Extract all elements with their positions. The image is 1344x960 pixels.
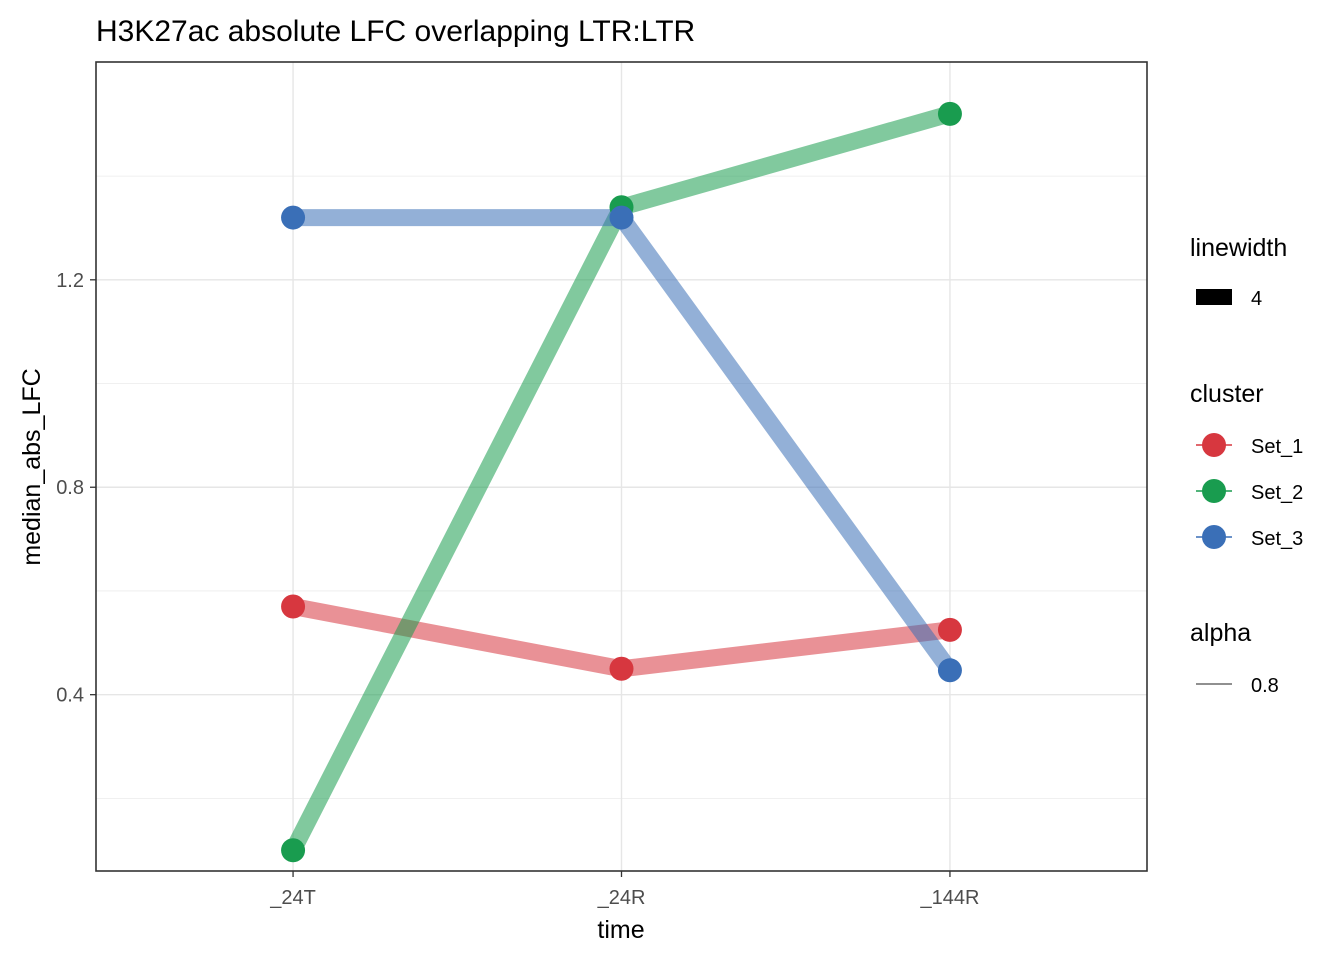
legend-cluster-title: cluster [1190, 380, 1264, 408]
series-points [281, 101, 962, 863]
data-point-set-3 [937, 658, 962, 683]
legend-linewidth-title: linewidth [1190, 234, 1287, 262]
data-point-set-2 [281, 838, 306, 863]
y-axis-title: median_abs_LFC [18, 368, 46, 565]
data-point-set-1 [609, 656, 634, 681]
legend-cluster-label: Set_2 [1251, 482, 1303, 504]
legend-cluster-keys: Set_1 Set_2 Set_3 [1196, 433, 1303, 550]
legend-key-dot [1202, 479, 1226, 503]
y-tick-label: 1.2 [56, 270, 84, 292]
data-point-set-2 [937, 101, 962, 126]
data-point-set-3 [281, 205, 306, 230]
legend-alpha-label: 0.8 [1251, 675, 1279, 697]
x-tick-label: _24R [597, 887, 646, 909]
legend-key-dot [1202, 433, 1226, 457]
data-point-set-1 [937, 617, 962, 642]
y-axis: 0.4 0.8 1.2 [56, 270, 96, 707]
x-axis-title: time [597, 916, 644, 944]
legend-linewidth-key [1196, 289, 1232, 305]
legend-cluster-label: Set_1 [1251, 436, 1303, 458]
y-tick-label: 0.8 [56, 477, 84, 499]
x-tick-label: _144R [919, 887, 979, 909]
legend-cluster-label: Set_3 [1251, 528, 1303, 550]
x-tick-label: _24T [269, 887, 316, 909]
legend-linewidth: linewidth 4 [1190, 234, 1287, 310]
x-axis: _24T _24R _144R [269, 871, 979, 909]
legend-alpha-title: alpha [1190, 619, 1251, 647]
data-point-set-1 [281, 594, 306, 619]
data-point-set-3 [609, 205, 634, 230]
y-tick-label: 0.4 [56, 685, 84, 707]
legend-cluster: cluster Set_1 Set_2 Set_3 [1190, 380, 1303, 550]
legend-key-dot [1202, 525, 1226, 549]
legend-linewidth-label: 4 [1251, 288, 1262, 310]
chart-title: H3K27ac absolute LFC overlapping LTR:LTR [96, 15, 695, 48]
legend-alpha: alpha 0.8 [1190, 619, 1279, 697]
